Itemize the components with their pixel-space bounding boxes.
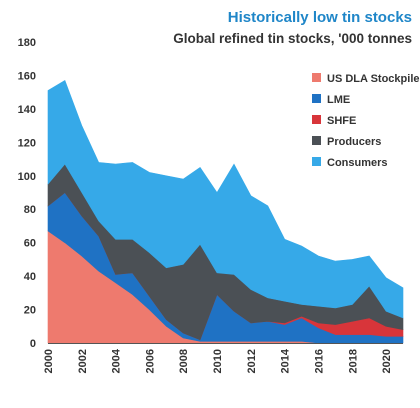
x-tick-label: 2018 bbox=[347, 349, 359, 373]
y-tick-label: 140 bbox=[18, 104, 36, 116]
area-consumers bbox=[47, 80, 404, 319]
chart-subtitle: Global refined tin stocks, '000 tonnes bbox=[173, 31, 412, 46]
legend-label-us-dla-stockpile: US DLA Stockpile bbox=[327, 73, 420, 85]
y-tick-label: 80 bbox=[24, 204, 36, 216]
x-tick-label: 2006 bbox=[144, 349, 156, 373]
legend-label-consumers: Consumers bbox=[327, 157, 388, 169]
x-tick-label: 2004 bbox=[111, 348, 123, 373]
legend-swatch-shfe bbox=[312, 115, 321, 124]
legend: US DLA Stockpile LME SHFE Producers Consumer… bbox=[312, 73, 420, 169]
x-tick-label: 2008 bbox=[178, 349, 190, 373]
y-tick-label: 180 bbox=[18, 37, 36, 49]
legend-label-lme: LME bbox=[327, 94, 350, 106]
chart-title: Historically low tin stocks bbox=[227, 9, 412, 26]
legend-swatch-consumers bbox=[312, 157, 321, 166]
legend-swatch-lme bbox=[312, 94, 321, 103]
y-tick-label: 40 bbox=[24, 271, 36, 283]
y-tick-label: 160 bbox=[18, 70, 36, 82]
y-tick-label: 120 bbox=[18, 137, 36, 149]
legend-label-producers: Producers bbox=[327, 136, 381, 148]
y-tick-label: 0 bbox=[30, 338, 36, 350]
x-tick-label: 2012 bbox=[246, 349, 258, 373]
x-tick-label: 2016 bbox=[313, 349, 325, 373]
y-tick-label: 20 bbox=[24, 305, 36, 317]
y-tick-label: 100 bbox=[18, 171, 36, 183]
legend-swatch-us-dla-stockpile bbox=[312, 73, 321, 82]
x-axis: 2000 2002 2004 2006 2008 2010 2012 2014 2016 2018… bbox=[43, 343, 403, 373]
x-tick-label: 2002 bbox=[77, 349, 89, 373]
y-tick-label: 60 bbox=[24, 238, 36, 250]
legend-swatch-producers bbox=[312, 136, 321, 145]
y-axis: 0 20 40 60 80 100 120 140 160 180 bbox=[18, 37, 36, 350]
x-tick-label: 2014 bbox=[280, 348, 292, 373]
x-tick-label: 2010 bbox=[212, 349, 224, 373]
legend-label-shfe: SHFE bbox=[327, 115, 356, 127]
x-tick-label: 2000 bbox=[43, 349, 55, 373]
x-tick-label: 2020 bbox=[381, 349, 393, 373]
